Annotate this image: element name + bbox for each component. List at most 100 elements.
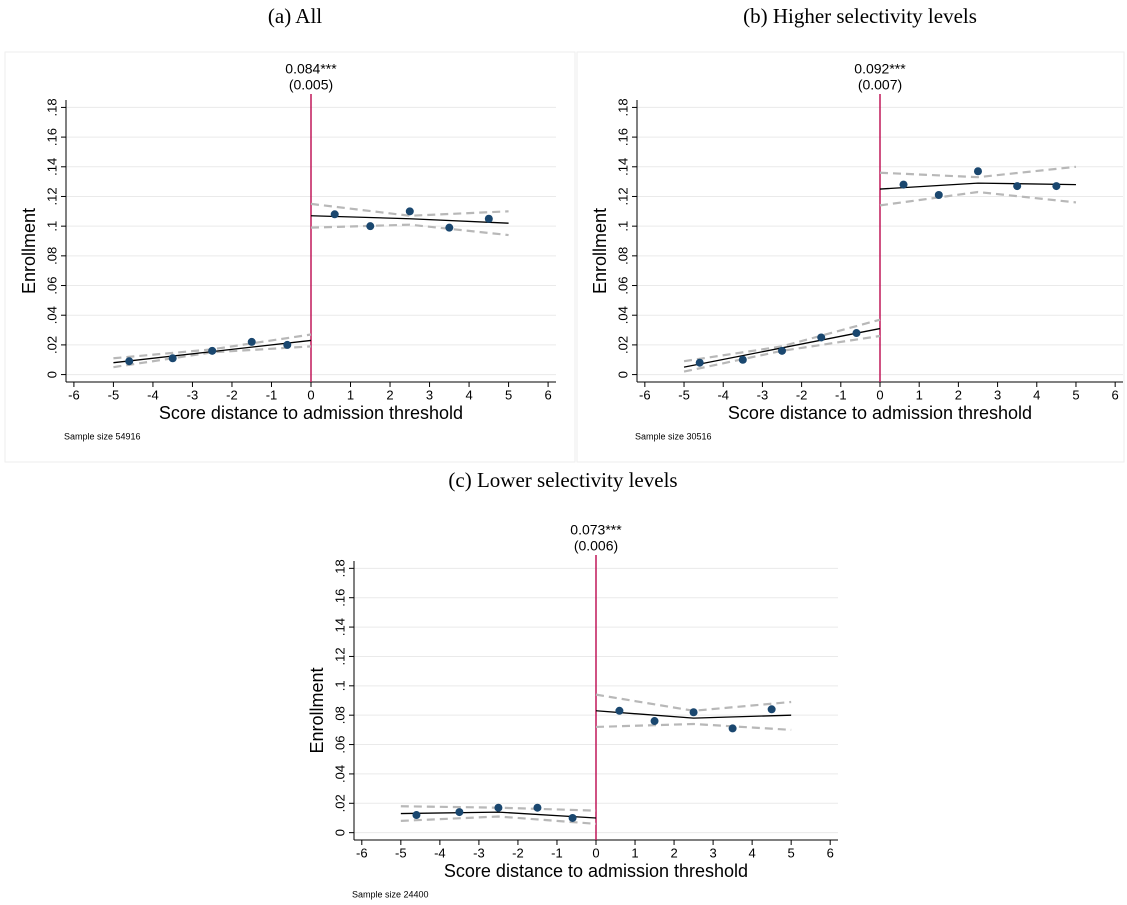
panel-frame — [4, 51, 576, 463]
confidence-band — [879, 165, 1077, 179]
bin-point — [247, 337, 256, 346]
x-tick-label: 4 — [749, 845, 756, 860]
x-tick-label: -1 — [266, 387, 278, 402]
bin-point — [650, 717, 659, 726]
x-tick-label: -3 — [187, 387, 199, 402]
y-tick-label: .02 — [44, 336, 59, 354]
y-tick-label: .18 — [332, 559, 347, 577]
panel-frame — [576, 51, 1125, 463]
bin-point — [494, 803, 503, 812]
x-tick-label: -2 — [226, 387, 238, 402]
y-tick-label: .06 — [332, 736, 347, 754]
y-tick-label: .1 — [615, 221, 630, 232]
y-tick-label: .04 — [332, 765, 347, 783]
x-tick-label: 2 — [955, 387, 962, 402]
x-tick-label: 3 — [994, 387, 1001, 402]
y-tick-label: .18 — [44, 98, 59, 116]
y-tick-label: .16 — [44, 128, 59, 146]
bin-point — [689, 708, 698, 717]
estimate-annotation: (0.006) — [574, 538, 618, 554]
y-tick-label: 0 — [615, 371, 630, 378]
y-tick-label: .04 — [44, 306, 59, 324]
confidence-band — [683, 334, 881, 373]
x-tick-label: -5 — [678, 387, 690, 402]
y-tick-label: .06 — [615, 276, 630, 294]
y-tick-label: .08 — [615, 247, 630, 265]
y-tick-label: .08 — [332, 706, 347, 724]
y-tick-label: .04 — [615, 306, 630, 324]
y-tick-label: .1 — [44, 221, 59, 232]
x-tick-label: -3 — [473, 845, 485, 860]
y-tick-label: .02 — [615, 336, 630, 354]
confidence-band — [310, 223, 509, 237]
confidence-band — [595, 722, 792, 731]
sample-size-note: Sample size 54916 — [64, 431, 141, 441]
y-tick-label: .12 — [44, 187, 59, 205]
x-tick-label: -3 — [757, 387, 769, 402]
estimate-annotation: 0.084*** — [285, 61, 337, 77]
x-tick-label: -4 — [434, 845, 446, 860]
x-tick-label: 0 — [307, 387, 314, 402]
x-tick-label: 2 — [670, 845, 677, 860]
bin-point — [738, 355, 747, 364]
y-tick-label: .1 — [332, 680, 347, 691]
x-tick-label: 4 — [1033, 387, 1040, 402]
y-tick-label: .16 — [615, 128, 630, 146]
panel-title: (c) Lower selectivity levels — [448, 468, 677, 492]
panel-title: (b) Higher selectivity levels — [743, 4, 977, 28]
x-tick-label: 4 — [465, 387, 472, 402]
estimate-annotation: (0.005) — [289, 77, 333, 93]
fit-line — [595, 710, 792, 719]
estimate-annotation: 0.092*** — [854, 61, 906, 77]
confidence-band — [113, 345, 312, 369]
bin-point — [484, 214, 493, 223]
x-tick-label: 1 — [347, 387, 354, 402]
bin-point — [168, 354, 177, 363]
x-tick-label: 5 — [1072, 387, 1079, 402]
confidence-band — [400, 815, 597, 825]
x-tick-label: -1 — [551, 845, 563, 860]
x-tick-label: 6 — [544, 387, 551, 402]
confidence-band — [879, 190, 1077, 207]
bin-point — [852, 329, 861, 338]
x-tick-label: 6 — [827, 845, 834, 860]
fit-line — [310, 215, 509, 224]
bin-point — [455, 808, 464, 817]
x-tick-label: 1 — [916, 387, 923, 402]
bin-point — [445, 223, 454, 232]
confidence-band — [113, 333, 312, 360]
x-tick-label: 5 — [505, 387, 512, 402]
x-tick-label: 3 — [709, 845, 716, 860]
bin-point — [412, 811, 421, 820]
bin-point — [366, 222, 375, 231]
bin-point — [728, 724, 737, 733]
y-tick-label: .08 — [44, 247, 59, 265]
y-tick-label: .12 — [332, 647, 347, 665]
bin-point — [695, 358, 704, 367]
y-axis-label: Enrollment — [307, 667, 327, 753]
y-axis-label: Enrollment — [19, 208, 39, 294]
bin-point — [934, 190, 943, 199]
x-axis-label: Score distance to admission threshold — [159, 403, 463, 423]
y-axis-label: Enrollment — [590, 208, 610, 294]
x-tick-label: -4 — [717, 387, 729, 402]
confidence-band — [310, 202, 509, 217]
bin-point — [899, 180, 908, 189]
y-tick-label: .18 — [615, 98, 630, 116]
bin-point — [1052, 182, 1061, 191]
bin-point — [283, 340, 292, 349]
bin-point — [125, 357, 134, 366]
x-tick-label: -2 — [512, 845, 524, 860]
bin-point — [568, 813, 577, 822]
x-tick-label: -6 — [639, 387, 651, 402]
x-tick-label: -6 — [68, 387, 80, 402]
y-tick-label: .14 — [615, 158, 630, 176]
bin-point — [767, 705, 776, 714]
x-tick-label: -2 — [796, 387, 808, 402]
x-tick-label: -5 — [108, 387, 120, 402]
x-tick-label: -4 — [147, 387, 159, 402]
y-tick-label: .16 — [332, 589, 347, 607]
sample-size-note: Sample size 24400 — [352, 889, 429, 899]
